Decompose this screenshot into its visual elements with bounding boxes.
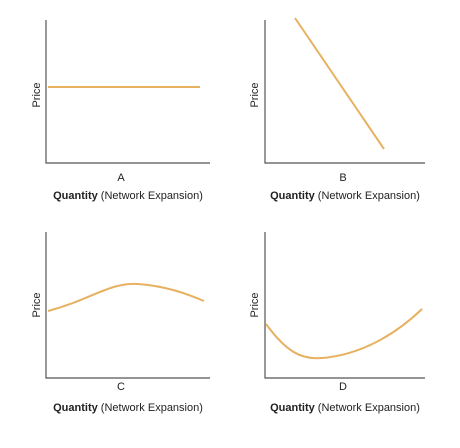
panel-letter: B (339, 172, 346, 184)
curve (294, 17, 385, 150)
panel: Price C Quantity (Network Expansion) (31, 232, 210, 414)
y-label: Price (31, 82, 43, 107)
panel: Price B Quantity (Network Expansion) (249, 17, 425, 202)
axes (264, 232, 425, 379)
axes (45, 20, 210, 164)
axes (45, 232, 210, 379)
curve (47, 282, 205, 312)
panel-letter: D (339, 381, 347, 393)
y-label: Price (249, 292, 261, 317)
x-label-bold: Quantity (270, 402, 315, 414)
y-label: Price (249, 82, 261, 107)
x-label: Quantity (Network Expansion) (53, 402, 203, 414)
x-label-bold: Quantity (53, 402, 98, 414)
panel: Price D Quantity (Network Expansion) (249, 232, 425, 414)
panel-letter: C (117, 381, 125, 393)
x-label: Quantity (Network Expansion) (270, 402, 420, 414)
x-label-rest: (Network Expansion) (101, 402, 203, 414)
axes (264, 20, 425, 164)
curve (265, 308, 423, 360)
x-label-bold: Quantity (270, 190, 315, 202)
x-label-rest: (Network Expansion) (318, 190, 420, 202)
x-label-rest: (Network Expansion) (318, 402, 420, 414)
panel-letter: A (117, 172, 125, 184)
x-label: Quantity (Network Expansion) (53, 190, 203, 202)
panel: Price A Quantity (Network Expansion) (31, 20, 210, 202)
x-label-bold: Quantity (53, 190, 98, 202)
x-label: Quantity (Network Expansion) (270, 190, 420, 202)
y-label: Price (31, 292, 43, 317)
x-label-rest: (Network Expansion) (101, 190, 203, 202)
